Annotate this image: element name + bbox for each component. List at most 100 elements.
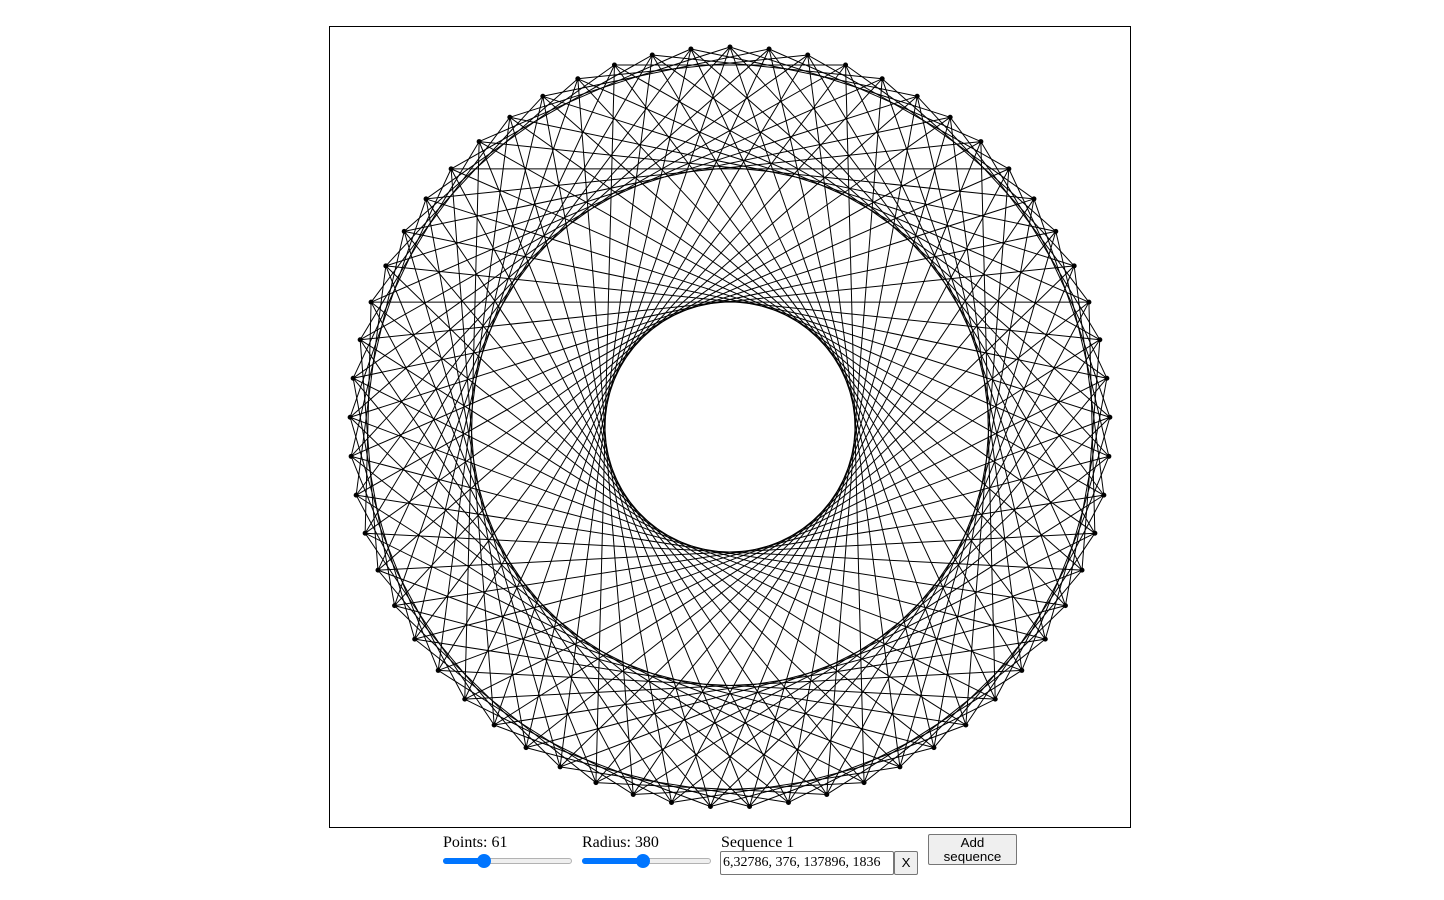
string-line [980,141,996,700]
string-line [352,378,396,606]
string-line [994,494,1105,700]
anchor-point [1019,667,1025,673]
anchor-point [476,139,482,145]
string-line [450,168,495,726]
string-line [633,782,865,795]
points-label: Points: 61 [443,834,508,851]
string-line [1088,302,1096,534]
anchor-point [785,799,791,805]
string-line [980,141,1101,340]
string-line [385,95,544,267]
string-line [403,231,561,768]
string-line [709,141,982,807]
string-line [651,54,1108,379]
string-line [359,339,967,726]
string-line [349,417,416,640]
anchor-point [350,375,356,381]
string-line [671,455,1110,803]
string-line [377,532,1095,571]
anchor-point [1062,603,1068,609]
string-line [899,231,1057,768]
anchor-point [353,492,359,498]
string-line [863,638,1046,783]
string-line [845,64,1035,200]
sequence-label: Sequence 1 [721,834,795,851]
string-line [355,265,387,496]
anchor-point [1079,567,1085,573]
string-line [370,301,935,749]
sequence-input[interactable] [720,851,894,875]
string-line [768,48,1105,496]
remove-sequence-button[interactable]: X [894,851,918,875]
string-line [916,96,1046,640]
radius-slider-thumb[interactable] [635,854,650,868]
anchor-point [824,791,830,797]
string-line [355,48,692,496]
anchor-point [963,722,969,728]
points-slider-thumb[interactable] [477,854,492,868]
string-line [768,48,935,748]
string-line [394,605,561,768]
anchor-point [1086,299,1092,305]
string-art-canvas [329,26,1131,828]
string-line [414,96,544,640]
string-line [404,230,1107,379]
string-line [1073,265,1105,496]
string-line [749,377,1108,807]
points-control: Points: 61 [443,834,572,869]
string-line [710,416,1111,807]
string-line [595,782,827,795]
string-line [493,339,1101,726]
add-sequence-button[interactable]: Add sequence [928,834,1017,865]
anchor-point [362,530,368,536]
anchor-point [1101,492,1107,498]
string-line [881,78,1057,232]
string-line [355,494,466,700]
anchor-point [435,667,441,673]
anchor-point [897,764,903,770]
string-line [377,64,615,571]
string-line [359,141,480,340]
anchor-point [593,780,599,786]
points-slider[interactable] [443,853,572,869]
anchor-point [707,804,713,809]
anchor-point [747,804,753,809]
string-line [478,141,1105,496]
string-line [385,265,597,783]
string-line [807,54,1096,534]
string-line [577,78,1066,606]
anchor-point [1071,263,1077,269]
anchor-point [462,696,468,702]
string-line [690,48,1111,418]
string-line [437,54,809,671]
string-line [560,766,789,803]
string-line [826,301,1090,795]
anchor-point [1031,196,1037,202]
anchor-point [947,114,953,120]
string-line [370,301,634,795]
string-line [425,198,527,748]
anchor-point [861,780,867,786]
string-line [377,95,918,571]
anchor-point [507,114,513,120]
anchor-point [843,62,849,68]
radius-slider[interactable] [582,853,711,869]
string-line [729,46,1110,457]
string-line [450,168,789,803]
anchor-point [368,299,374,305]
anchor-point [914,93,920,99]
anchor-point [1006,166,1012,172]
string-line [352,54,809,379]
string-line [414,638,597,783]
string-line [1033,198,1111,418]
string-line [425,64,615,200]
string-line [749,117,951,807]
string-line [349,198,1035,418]
string-line [933,198,1035,748]
anchor-point [448,166,454,172]
string-line [414,64,846,640]
string-line [614,64,1046,640]
string-line [1064,378,1108,606]
anchor-point [423,196,429,202]
string-line [350,168,1010,457]
